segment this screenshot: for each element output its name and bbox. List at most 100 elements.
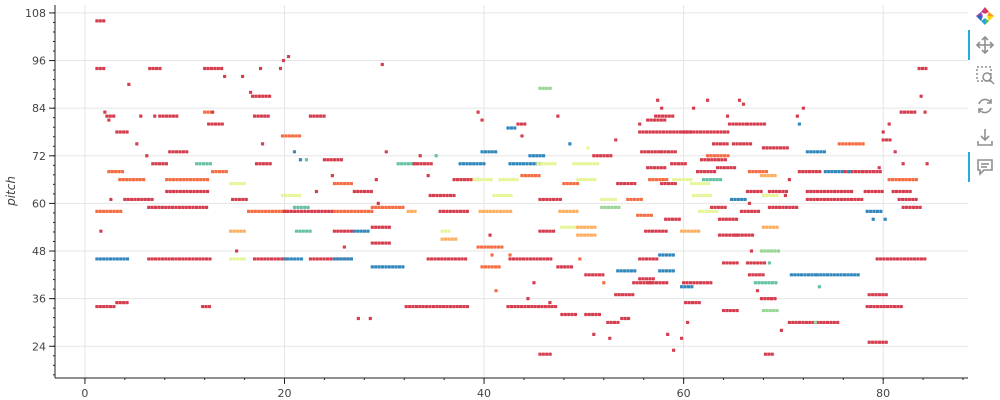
note-marker [732,261,736,265]
note-marker [258,66,263,71]
note-marker [841,142,845,146]
note-marker [198,257,202,261]
note-run [520,174,541,178]
note-marker [322,158,327,162]
note-marker [323,209,327,213]
note-marker [713,205,717,209]
note-marker [772,308,776,313]
bokeh-logo-icon[interactable] [974,5,996,27]
note-marker [728,233,732,237]
note-marker [520,304,524,309]
reset-icon[interactable] [974,95,996,117]
note-marker [548,301,552,305]
note-marker [829,273,833,277]
note-marker [886,304,890,309]
note-marker [665,130,669,134]
note-run [576,233,597,237]
note-marker [575,209,579,213]
note-marker [505,177,509,182]
note-marker [384,225,388,229]
note-marker [459,304,463,309]
note-marker [690,229,694,233]
pan-icon[interactable] [974,34,996,56]
note-marker [918,205,922,209]
note-marker [263,257,267,261]
note-run [648,281,669,285]
note-marker [573,312,578,317]
note-marker [442,193,446,198]
note-marker [915,205,919,209]
note-run [660,150,677,154]
note-marker [315,114,319,118]
note-marker [773,249,777,253]
note-marker [620,316,624,321]
note-marker [668,269,672,273]
note-marker [438,193,442,198]
note-marker [702,281,706,285]
note-marker [195,189,199,194]
note-run [476,245,504,249]
note-marker [418,154,422,158]
note-marker [755,289,760,293]
note-marker [738,142,742,146]
note-marker [380,241,385,245]
note-marker [232,257,236,261]
note-marker [719,166,723,170]
note-marker [686,320,690,325]
note-marker [796,273,800,277]
note-marker [114,170,118,174]
box-zoom-icon[interactable] [974,64,996,86]
note-marker [298,229,302,233]
note-marker [356,209,360,213]
note-marker [465,209,469,213]
note-run [731,142,753,146]
note-marker [461,162,466,166]
note-marker [651,257,655,261]
note-marker [686,285,691,289]
save-icon[interactable] [974,126,996,148]
note-marker [858,142,862,146]
note-run [506,126,517,130]
note-marker [199,189,203,194]
note-marker [670,162,674,166]
note-marker [359,229,363,233]
note-marker [827,170,831,174]
note-marker [709,154,713,158]
hover-icon[interactable] [974,156,996,178]
note-marker [593,233,597,237]
note-marker [667,114,671,118]
note-marker [342,245,346,249]
note-marker [775,193,779,198]
note-marker [770,249,774,253]
note-marker [308,114,313,118]
note-marker [525,257,529,261]
note-marker [267,94,272,98]
note-marker [115,257,119,261]
note-marker [761,273,765,277]
note-marker [699,158,704,162]
note-run [406,209,417,213]
note-run [747,273,765,277]
note-marker [188,177,193,182]
note-marker [851,142,855,146]
note-marker [447,229,451,233]
note-marker [592,154,596,158]
note-marker [299,205,303,209]
note-marker [412,162,416,166]
note-marker [682,281,686,285]
note-marker [459,177,463,182]
note-marker [830,170,834,174]
note-run [508,162,543,166]
note-marker [720,205,724,209]
note-marker [740,233,744,237]
note-marker [613,205,618,209]
note-run [308,114,326,118]
note-marker [406,162,411,166]
note-marker [145,154,149,158]
note-marker [284,134,288,138]
note-marker [709,130,713,134]
note-marker [164,257,168,261]
note-marker [807,170,812,174]
note-marker [476,110,480,114]
